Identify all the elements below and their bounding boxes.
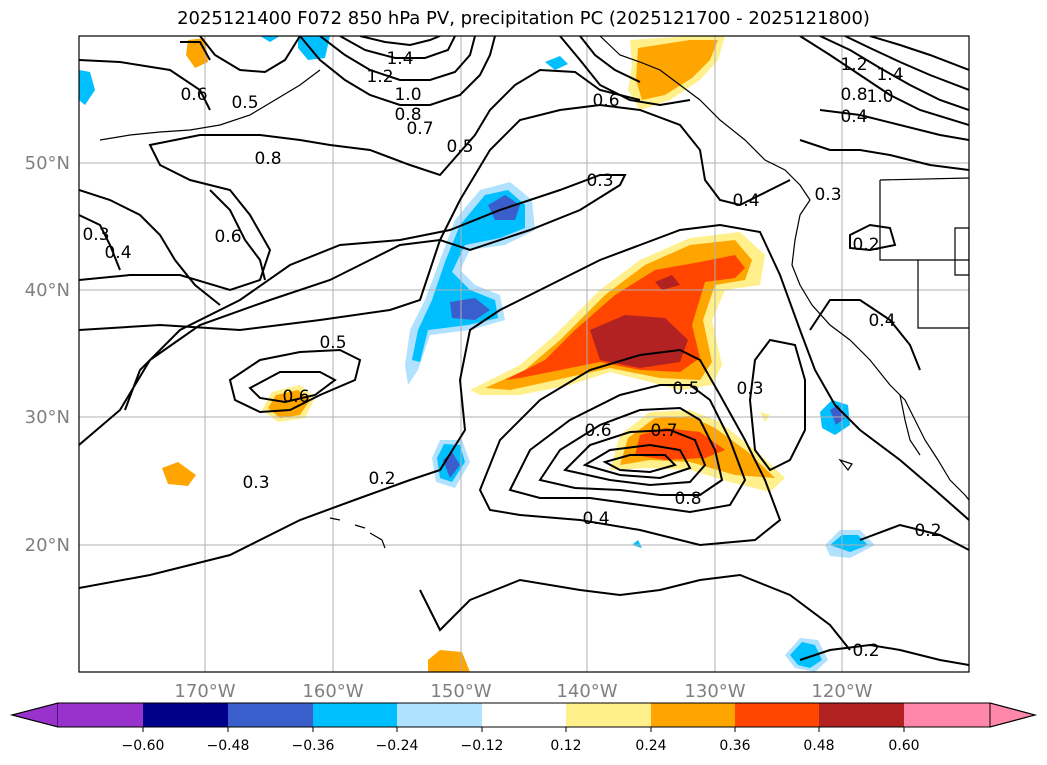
contour-label: 0.3: [586, 171, 613, 191]
colorbar-bin: [397, 703, 482, 727]
contour-label: 1.2: [840, 55, 867, 75]
contour-label: 0.2: [852, 235, 879, 255]
contour-label: 0.2: [852, 641, 879, 661]
contour-label: 0.6: [584, 421, 611, 441]
contour-label: 1.2: [366, 67, 393, 87]
contour-label: 0.4: [840, 107, 867, 127]
lat-label: 30°N: [25, 407, 70, 428]
map-title: 2025121400 F072 850 hPa PV, precipitatio…: [177, 8, 870, 29]
plot-frame: [78, 35, 970, 673]
contour-label: 0.6: [180, 85, 207, 105]
contour-label: 0.3: [814, 185, 841, 205]
colorbar-tick-label: −0.36: [292, 738, 335, 754]
contour-label: 0.4: [868, 311, 895, 331]
lon-label: 150°W: [430, 681, 491, 702]
contour-label: 0.4: [732, 191, 759, 211]
colorbar-tick-label: 0.60: [888, 738, 919, 754]
longitude-labels: 170°W 160°W 150°W 140°W 130°W 120°W: [174, 681, 872, 702]
lat-label: 50°N: [25, 153, 70, 174]
colorbar-bin: [228, 703, 313, 727]
colorbar-tick-label: −0.48: [207, 738, 250, 754]
colorbar-bin: [143, 703, 228, 727]
colorbar-bin: [735, 703, 819, 727]
coastlines: [99, 36, 969, 549]
contour-label: 0.6: [592, 91, 619, 111]
contour-label: 0.5: [672, 379, 699, 399]
contour-label: 0.5: [446, 137, 473, 157]
colorbar-bin: [904, 703, 990, 727]
contour-label: 0.8: [840, 85, 867, 105]
contour-label: 0.7: [650, 421, 677, 441]
contour-label: 0.2: [368, 469, 395, 489]
contour-label: 0.2: [914, 521, 941, 541]
colorbar-tick-label: −0.12: [461, 738, 504, 754]
colorbar-bin: [651, 703, 735, 727]
contour-label: 1.0: [394, 85, 421, 105]
contour-label: 0.8: [394, 105, 421, 125]
contour-label: 0.3: [82, 225, 109, 245]
colorbar-bin: [819, 703, 904, 727]
colorbar-bin: [313, 703, 397, 727]
map-background: [79, 36, 969, 672]
lon-label: 120°W: [811, 681, 872, 702]
contour-labels: 1.2 1.4 1.0 0.6 0.5 0.8 0.7 0.5 0.8 0.3 …: [82, 49, 941, 661]
contour-label: 0.3: [242, 473, 269, 493]
colorbar: −0.60 −0.48 −0.36 −0.24 −0.12 0.12 0.24 …: [10, 702, 1037, 754]
pv-contours: [79, 36, 969, 666]
colorbar-tick-label: 0.36: [719, 738, 750, 754]
contour-label: 0.4: [582, 509, 609, 529]
lon-label: 170°W: [174, 681, 235, 702]
lon-label: 130°W: [684, 681, 745, 702]
lat-label: 40°N: [25, 280, 70, 301]
colorbar-extend-low: [10, 702, 59, 728]
colorbar-bin: [566, 703, 651, 727]
contour-label: 0.6: [282, 387, 309, 407]
contour-label: 0.6: [214, 227, 241, 247]
colorbar-tick-label: −0.60: [122, 738, 165, 754]
lon-label: 140°W: [556, 681, 617, 702]
contour-label: 0.5: [231, 93, 258, 113]
latitude-labels: 50°N 40°N 30°N 20°N: [25, 153, 70, 556]
contour-label: 0.8: [254, 149, 281, 169]
colorbar-bin: [482, 703, 566, 727]
contour-label: 0.3: [736, 379, 763, 399]
contour-label: 0.5: [319, 333, 346, 353]
colorbar-tick-label: 0.48: [803, 738, 834, 754]
lon-label: 160°W: [302, 681, 363, 702]
precip-shading: [79, 36, 875, 672]
contour-label: 0.8: [674, 489, 701, 509]
contour-label: 1.0: [866, 87, 893, 107]
lat-label: 20°N: [25, 535, 70, 556]
colorbar-bin: [58, 703, 143, 727]
colorbar-tick-label: −0.24: [376, 738, 419, 754]
contour-label: 0.4: [104, 243, 131, 263]
contour-label: 1.4: [386, 49, 413, 69]
contour-label: 0.7: [406, 119, 433, 139]
contour-label: 1.4: [876, 65, 903, 85]
colorbar-tick-label: 0.24: [635, 738, 666, 754]
colorbar-extend-high: [989, 702, 1037, 728]
colorbar-tick-label: 0.12: [550, 738, 581, 754]
